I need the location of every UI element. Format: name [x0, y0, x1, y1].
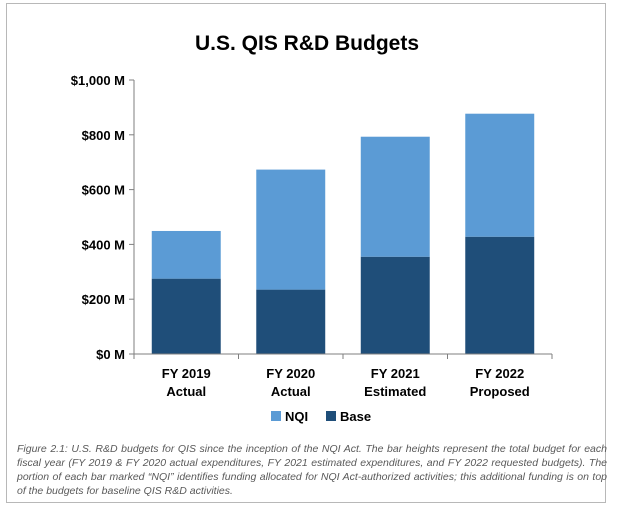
y-tick-label: $0 M	[96, 347, 125, 362]
figure-caption: Figure 2.1: U.S. R&D budgets for QIS sin…	[17, 443, 607, 497]
x-tick-label: FY 2019 Actual	[162, 366, 211, 399]
bar-nqi-2	[256, 169, 326, 290]
bar-base-3	[360, 256, 430, 354]
y-tick-label: $400 M	[82, 237, 125, 252]
legend-swatch-base	[326, 411, 336, 421]
bar-nqi-1	[151, 230, 221, 279]
x-tick-label: FY 2020 Actual	[266, 366, 315, 399]
bar-base-1	[151, 278, 221, 354]
x-tick-label: FY 2021 Estimated	[364, 366, 426, 399]
bars	[151, 113, 535, 354]
bar-base-2	[256, 289, 326, 354]
y-tick-label: $800 M	[82, 128, 125, 143]
figure-frame: U.S. QIS R&D Budgets $0 M $200 M $400 M $60…	[6, 3, 607, 503]
bar-chart: U.S. QIS R&D Budgets $0 M $200 M $400 M $60…	[71, 32, 553, 424]
y-tick-label: $200 M	[82, 292, 125, 307]
legend-label-nqi: NQI	[285, 409, 308, 424]
legend: NQI Base	[271, 409, 371, 424]
legend-label-base: Base	[340, 409, 371, 424]
x-tick-label: FY 2022 Proposed	[470, 366, 530, 399]
y-tick-label: $1,000 M	[71, 73, 125, 88]
chart-title: U.S. QIS R&D Budgets	[195, 32, 419, 55]
legend-swatch-nqi	[271, 411, 281, 421]
bar-nqi-4	[465, 113, 535, 237]
x-axis: FY 2019 Actual FY 2020 Actual FY 2021 Estimat…	[133, 354, 553, 399]
bar-base-4	[465, 236, 535, 354]
bar-nqi-3	[360, 136, 430, 257]
y-tick-label: $600 M	[82, 183, 125, 198]
y-axis: $0 M $200 M $400 M $600 M $800 M $1,000 M	[71, 73, 134, 362]
